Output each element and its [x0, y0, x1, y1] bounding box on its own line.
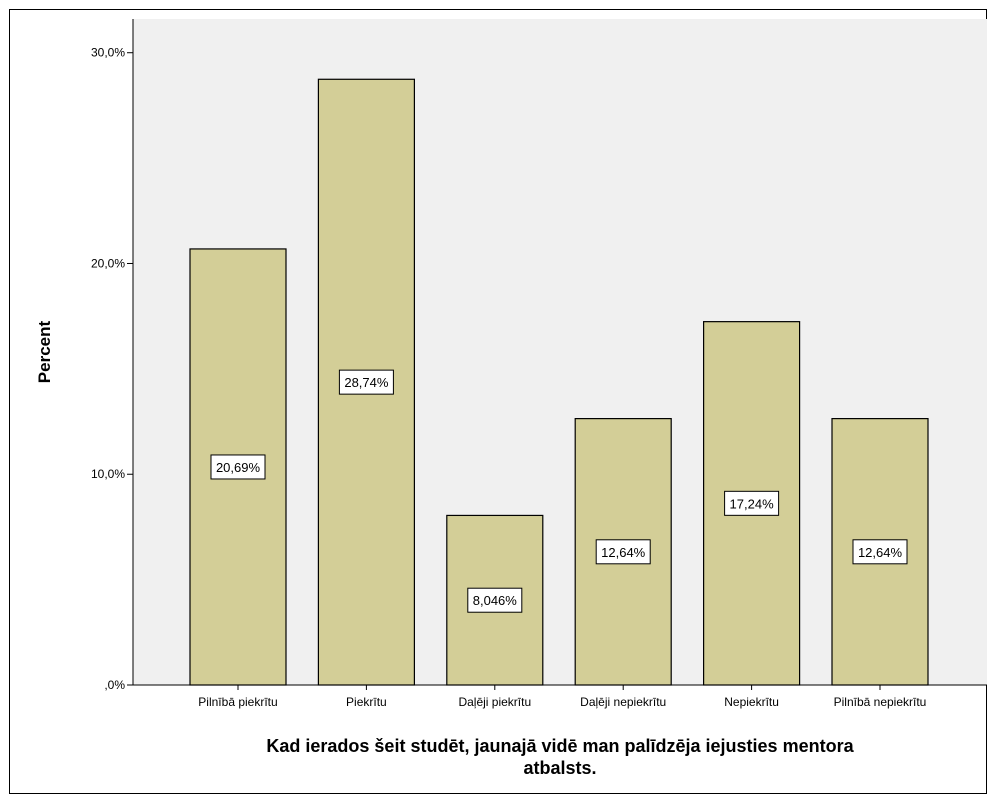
y-tick-label: 30,0%: [91, 46, 125, 60]
y-tick-label: 10,0%: [91, 467, 125, 481]
data-label-box: [338, 369, 394, 395]
data-label-text: 17,24%: [730, 496, 775, 511]
data-label-box: [595, 539, 651, 565]
data-label-text: 20,69%: [216, 460, 261, 475]
data-label: 12,64%: [595, 539, 651, 565]
y-axis-title: Percent: [35, 320, 54, 383]
x-category-label: Pilnībā piekrītu: [198, 695, 277, 709]
data-label: 8,046%: [467, 587, 523, 613]
data-label-text: 12,64%: [601, 545, 646, 560]
x-axis-title-line-1: Kad ierados šeit studēt, jaunajā vidē ma…: [266, 736, 854, 756]
x-category-label: Pilnībā nepiekrītu: [834, 695, 927, 709]
data-label: 20,69%: [210, 454, 266, 480]
x-axis-title-line-2: atbalsts.: [523, 758, 596, 778]
data-label-box: [467, 587, 523, 613]
data-label: 28,74%: [338, 369, 394, 395]
data-label-text: 28,74%: [344, 375, 389, 390]
x-category-label: Daļēji nepiekrītu: [580, 695, 666, 709]
data-label-text: 8,046%: [473, 593, 518, 608]
data-label: 17,24%: [724, 490, 780, 516]
y-tick-label: ,0%: [104, 678, 125, 692]
data-label-box: [852, 539, 908, 565]
x-category-label: Daļēji piekrītu: [458, 695, 531, 709]
x-category-label: Piekrītu: [346, 695, 387, 709]
data-label: 12,64%: [852, 539, 908, 565]
data-label-text: 12,64%: [858, 545, 903, 560]
y-tick-label: 20,0%: [91, 256, 125, 270]
x-category-label: Nepiekrītu: [724, 695, 779, 709]
data-label-box: [724, 490, 780, 516]
data-label-box: [210, 454, 266, 480]
